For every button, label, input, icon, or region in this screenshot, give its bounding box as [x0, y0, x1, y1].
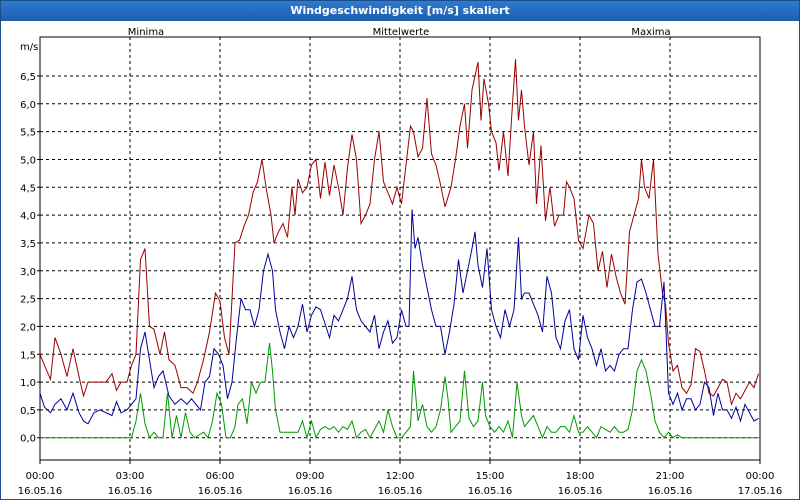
x-tick-time: 15:00 — [476, 471, 505, 482]
x-tick-time: 18:00 — [566, 471, 595, 482]
series-lines — [39, 59, 760, 440]
x-axis: 00:00 16.05.16 03:00 16.05.16 06:00 16.05.16 0… — [18, 460, 783, 497]
y-tick-label: 0,0 — [20, 434, 36, 445]
x-tick-time: 03:00 — [116, 471, 145, 482]
y-tick-label: 3,5 — [20, 239, 36, 250]
x-tick-date: 16.05.16 — [468, 486, 513, 497]
x-tick-time: 21:00 — [656, 471, 685, 482]
x-tick-time: 00:00 — [26, 471, 55, 482]
y-tick-label: 0,5 — [20, 406, 36, 417]
y-tick-label: 5,0 — [20, 155, 36, 166]
grid-lines — [40, 37, 760, 460]
series-mittelwerte — [39, 209, 759, 425]
y-tick-label: 2,5 — [20, 295, 36, 306]
y-tick-label: 6,5 — [20, 72, 36, 83]
x-tick-date: 16.05.16 — [378, 486, 423, 497]
x-tick-time: 00:00 — [746, 471, 775, 482]
x-tick-date: 16.05.16 — [648, 486, 693, 497]
legend-minima: Minima — [128, 27, 164, 38]
x-tick-time: 06:00 — [206, 471, 235, 482]
x-tick-date: 16.05.16 — [198, 486, 243, 497]
window-title: Windgeschwindigkeit [m/s] skaliert — [1, 1, 799, 21]
y-tick-label: 3,0 — [20, 267, 36, 278]
legend-mittelwerte: Mittelwerte — [373, 27, 430, 38]
y-axis-label: m/s — [20, 42, 38, 53]
x-tick-date: 16.05.16 — [558, 486, 603, 497]
x-tick-date: 17.05.16 — [738, 486, 783, 497]
x-tick-date: 16.05.16 — [108, 486, 153, 497]
y-tick-label: 4,0 — [20, 211, 36, 222]
y-tick-label: 5,5 — [20, 128, 36, 139]
y-tick-label: 1,5 — [20, 350, 36, 361]
y-tick-label: 4,5 — [20, 183, 36, 194]
x-tick-date: 16.05.16 — [18, 486, 63, 497]
x-tick-time: 09:00 — [296, 471, 325, 482]
series-minima — [40, 343, 760, 440]
legend-maxima: Maxima — [631, 27, 670, 38]
x-tick-date: 16.05.16 — [288, 486, 333, 497]
y-tick-label: 2,0 — [20, 322, 36, 333]
x-tick-time: 12:00 — [386, 471, 415, 482]
y-axis: 6,5 6,0 5,5 5,0 4,5 4,0 3,5 3,0 2,5 2,0 1,5 1,0 0,5 0… — [20, 72, 40, 445]
y-tick-label: 1,0 — [20, 378, 36, 389]
y-tick-label: 6,0 — [20, 100, 36, 111]
series-maxima — [39, 59, 759, 407]
